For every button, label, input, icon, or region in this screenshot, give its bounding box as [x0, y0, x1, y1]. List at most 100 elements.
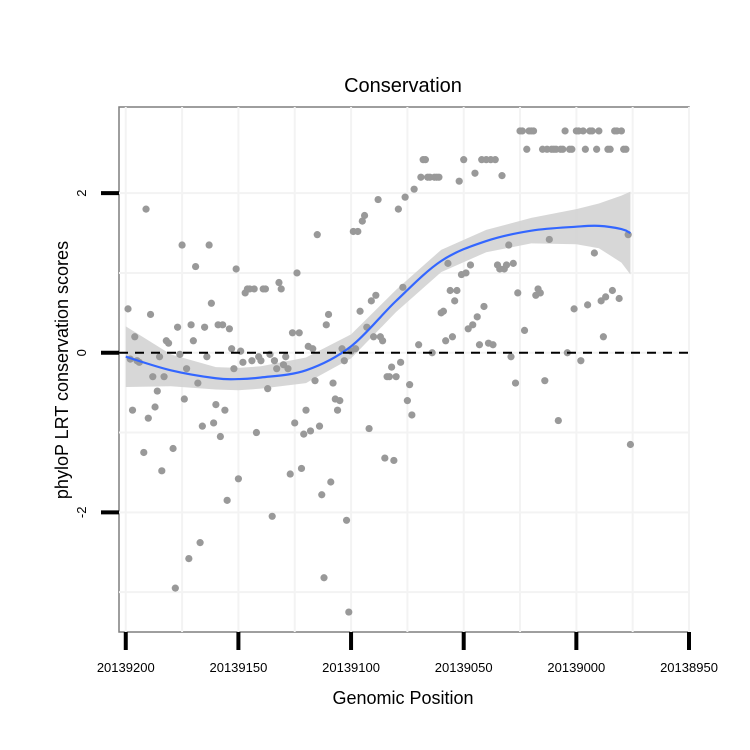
data-point [196, 539, 204, 547]
data-point [295, 329, 303, 337]
y-tick-label: -2 [74, 507, 89, 519]
y-axis: -2 0 2 [74, 190, 119, 519]
data-point [297, 464, 306, 473]
data-point [198, 422, 206, 430]
data-point [511, 379, 520, 387]
data-point [451, 297, 459, 305]
data-point [397, 358, 405, 366]
data-point [149, 373, 157, 381]
data-point [345, 608, 353, 616]
data-point [210, 419, 218, 427]
data-point [268, 512, 276, 520]
y-tick-label: 2 [74, 190, 89, 197]
data-point [507, 353, 515, 361]
data-point [608, 286, 616, 295]
data-point [270, 357, 279, 365]
data-point [367, 297, 375, 305]
data-point [505, 241, 513, 249]
data-point [342, 516, 351, 524]
data-point [369, 333, 378, 341]
data-point [471, 169, 479, 177]
data-point [225, 325, 233, 333]
data-point [410, 185, 418, 193]
data-point [151, 403, 159, 411]
data-point [406, 381, 414, 389]
data-point [554, 416, 562, 425]
data-point [462, 269, 470, 277]
data-point [365, 424, 373, 433]
data-point [489, 341, 497, 349]
data-point [169, 444, 177, 453]
data-point [182, 365, 191, 373]
data-point [351, 345, 360, 353]
data-point [192, 262, 200, 271]
data-point [223, 496, 231, 504]
data-point [615, 294, 623, 303]
data-point [428, 349, 436, 357]
data-point [219, 321, 227, 329]
data-point [617, 127, 626, 135]
data-point [408, 411, 416, 419]
data-point [626, 440, 635, 449]
confidence-band [125, 191, 631, 391]
data-point [559, 145, 567, 153]
data-point [595, 127, 603, 135]
data-point [194, 379, 202, 387]
data-point [403, 397, 411, 405]
data-point [187, 321, 195, 329]
data-point [189, 337, 197, 345]
data-point [541, 377, 549, 385]
data-point [311, 377, 319, 385]
data-point [360, 211, 369, 220]
data-point [388, 363, 396, 371]
y-axis-title: phyloP LRT conservation scores [52, 241, 72, 499]
data-point [455, 177, 463, 185]
data-point [491, 156, 499, 164]
data-point [622, 145, 630, 153]
data-point [466, 261, 475, 269]
data-point [288, 329, 297, 337]
data-point [203, 353, 211, 361]
data-point [579, 127, 587, 135]
data-point [216, 432, 224, 441]
data-point [257, 357, 265, 365]
data-point [275, 278, 283, 287]
data-point [252, 428, 261, 437]
data-point [306, 427, 315, 435]
data-point [561, 127, 569, 135]
data-point [439, 307, 448, 315]
data-point [234, 475, 243, 483]
data-point [201, 323, 209, 331]
data-point [327, 478, 335, 486]
y-tick-label: 0 [74, 349, 89, 356]
data-point [131, 333, 139, 341]
data-point [140, 448, 148, 457]
data-point [291, 419, 299, 427]
data-point [448, 333, 457, 341]
data-point [509, 259, 517, 267]
data-point [158, 467, 166, 475]
data-point [415, 341, 423, 349]
data-point [356, 307, 364, 315]
data-point [286, 470, 294, 478]
data-point [473, 313, 481, 321]
data-point [417, 173, 425, 181]
data-point [475, 341, 484, 349]
x-tick-label: 20139000 [547, 660, 605, 675]
data-point [153, 387, 161, 395]
data-point [570, 305, 578, 313]
data-point [318, 491, 326, 499]
data-point [584, 301, 592, 309]
data-point [444, 259, 452, 267]
data-point [502, 261, 511, 269]
data-point [124, 305, 132, 313]
data-point [250, 285, 258, 293]
data-point [469, 321, 477, 329]
data-point [392, 373, 400, 381]
data-point [212, 401, 220, 409]
data-point [333, 406, 342, 414]
data-point [374, 195, 382, 204]
data-point [514, 289, 522, 297]
data-point [442, 337, 450, 345]
